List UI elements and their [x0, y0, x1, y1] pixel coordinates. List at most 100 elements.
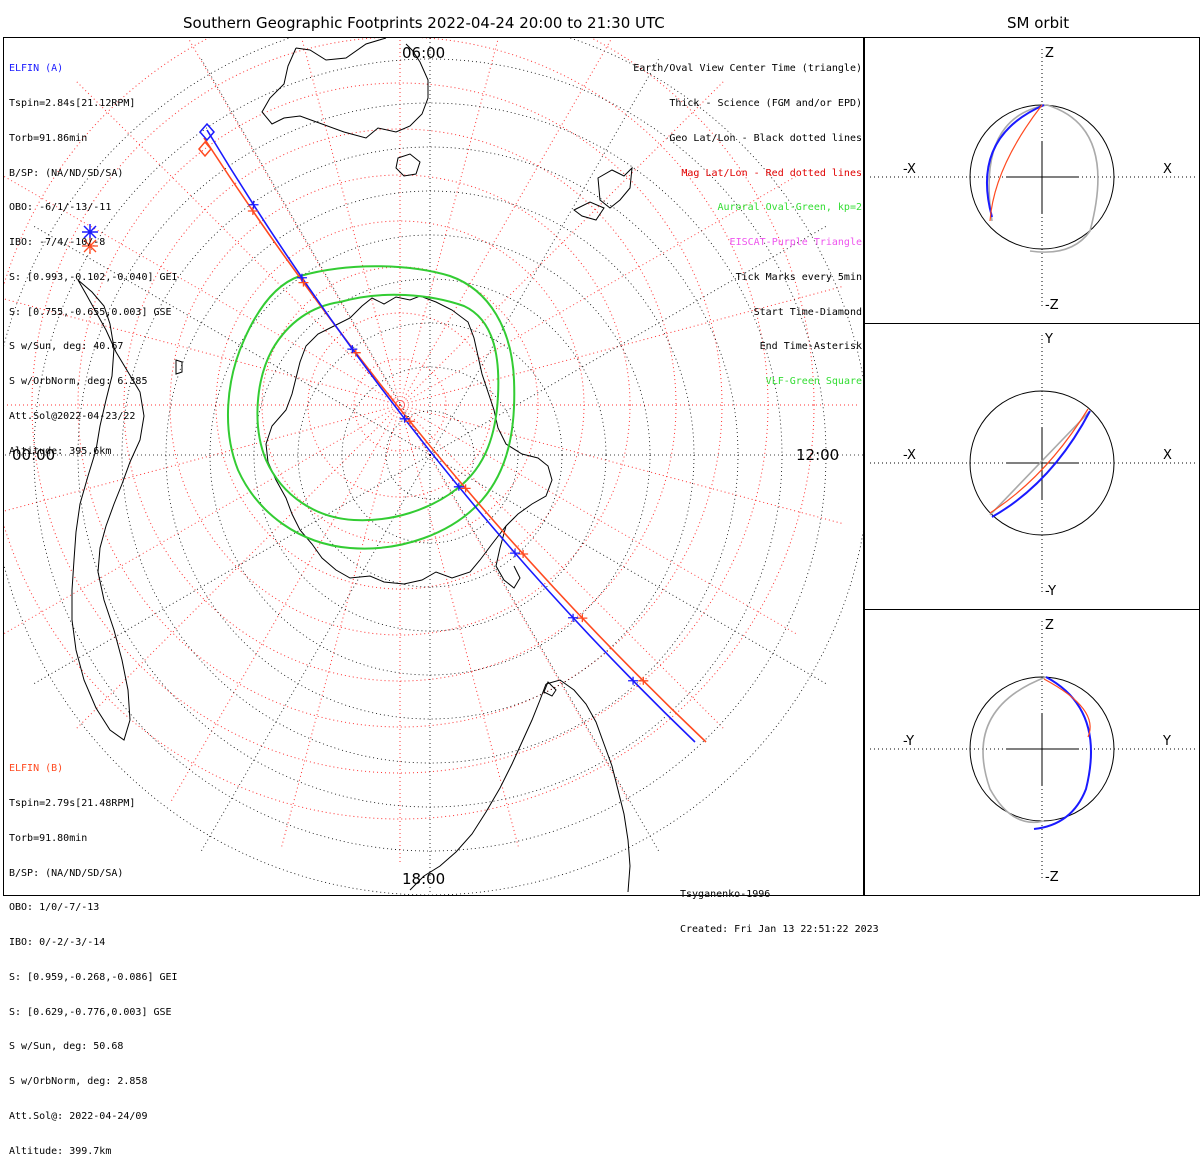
- legend: Earth/Oval View Center Time (triangle) T…: [633, 40, 862, 399]
- elfin-a-tick-mark: [399, 414, 410, 423]
- elfin-a-tick-mark: [510, 549, 520, 558]
- antarctic-peninsula: [495, 525, 521, 589]
- time-label-left: 00:00: [12, 446, 55, 464]
- sm-axis-label: Z: [1045, 46, 1054, 61]
- legend-item: Thick - Science (FGM and/or EPD): [669, 97, 862, 109]
- legend-item: End Time-Asterisk: [759, 341, 862, 353]
- elfin-b-tick-mark: [247, 207, 258, 216]
- elfin-a-tick-mark: [628, 676, 639, 685]
- info-line: IBO: -7/4/-10/-8: [9, 237, 106, 249]
- mag-lon-line: [301, 38, 401, 406]
- elfin-a-tick-mark: [248, 200, 259, 209]
- elfin-b-tick-mark: [577, 614, 588, 623]
- orbit-elfin-a: [991, 410, 1091, 518]
- mag-lon-line: [399, 38, 613, 406]
- mag-lat-circle: [353, 358, 447, 452]
- legend-item: Auroral Oval-Green, kp=2: [717, 202, 863, 214]
- mag-lon-line: [399, 404, 726, 731]
- mag-lon-line: [399, 174, 799, 406]
- info-line: Altitude: 395.6km: [9, 445, 112, 457]
- info-line: Torb=91.86min: [9, 132, 88, 144]
- mag-lon-line: [399, 79, 726, 406]
- sm-axis-label: -X: [903, 448, 916, 463]
- mag-lon-line: [399, 38, 499, 406]
- mag-lat-circle: [169, 174, 631, 636]
- info-line: B/SP: (NA/ND/SD/SA): [9, 167, 124, 179]
- orbit-gray: [982, 676, 1047, 823]
- legend-item: Tick Marks every 5min: [735, 271, 862, 283]
- elfin-b-start-diamond: [198, 140, 212, 158]
- mag-lon-line: [169, 404, 401, 804]
- sm-axis-label: -Y: [1045, 584, 1056, 599]
- legend-item: Earth/Oval View Center Time (triangle): [633, 63, 862, 75]
- falklands-coast: [543, 681, 557, 697]
- orbit-gray: [989, 410, 1091, 516]
- geo-lon-line: [429, 56, 661, 456]
- info-line: S: [0.629,-0.776,0.003] GSE: [9, 1006, 172, 1018]
- info-line: S: [0.755,-0.655,0.003] GSE: [9, 306, 172, 318]
- elfin-a-tick-mark: [453, 482, 464, 491]
- elfin-b-track: [203, 137, 707, 743]
- elfin-a-name: ELFIN (A): [9, 63, 64, 75]
- legend-item: EISCAT-Purple Triangle: [729, 237, 862, 249]
- elfin-b-tick-mark: [404, 417, 415, 426]
- new-zealand-north: [597, 166, 633, 209]
- sm-axis-label: -Z: [1045, 298, 1059, 313]
- info-line: B/SP: (NA/ND/SD/SA): [9, 867, 124, 879]
- mag-lat-circle: [77, 82, 723, 728]
- geo-lon-line: [31, 224, 431, 456]
- info-line: OBO: 1/0/-7/-13: [9, 902, 100, 914]
- geo-lon-line: [31, 454, 431, 686]
- mag-lon-line: [74, 404, 401, 731]
- sm-orbit-title: SM orbit: [1007, 14, 1070, 32]
- mag-lon-line: [280, 404, 401, 850]
- info-line: IBO: 0/-2/-3/-14: [9, 937, 106, 949]
- mag-lon-line: [74, 79, 401, 406]
- info-line: Tspin=2.84s[21.12RPM]: [9, 97, 136, 109]
- legend-item: VLF-Green Square: [765, 376, 862, 388]
- orbit-gray: [988, 104, 1099, 253]
- australia-coast: [261, 38, 429, 139]
- info-line: Tspin=2.79s[21.48RPM]: [9, 797, 136, 809]
- coastlines: [71, 38, 633, 893]
- time-label-right: 12:00: [796, 446, 839, 464]
- geo-lon-line: [429, 454, 829, 686]
- info-line: S w/OrbNorm, deg: 6.385: [9, 376, 148, 388]
- mag-lat-circle: [4, 38, 815, 820]
- mag-lon-line: [399, 404, 520, 850]
- elfin-b-tick-mark: [638, 676, 649, 685]
- elfin-b-end-asterisk: [82, 238, 98, 254]
- mag-lon-line: [399, 285, 845, 406]
- sm-axis-label: X: [1163, 448, 1172, 463]
- mag-lon-line: [4, 175, 401, 406]
- created-timestamp: Created: Fri Jan 13 22:51:22 2023: [680, 923, 879, 935]
- earth-circle: [969, 390, 1115, 536]
- geo-lon-line: [429, 454, 661, 854]
- orbit-elfin-b: [989, 408, 1089, 514]
- info-line: Att.Sol@: 2022-04-24/09: [9, 1111, 148, 1122]
- sm-axis-label: Y: [1044, 332, 1053, 347]
- info-line: S w/OrbNorm, deg: 2.858: [9, 1076, 148, 1088]
- orbit-elfin-a: [1033, 676, 1092, 830]
- geo-lon-line: [199, 56, 431, 456]
- mag-lon-line: [399, 404, 799, 636]
- elfin-a-track: [206, 129, 696, 743]
- mag-lon-line: [4, 298, 401, 406]
- geo-latlon-grid: [4, 38, 863, 895]
- sm-axis-label: -Z: [1045, 870, 1059, 885]
- elfin-b-tick-mark: [298, 278, 309, 287]
- madagascar-coast: [175, 359, 183, 375]
- info-line: S: [0.959,-0.268,-0.086] GEI: [9, 971, 178, 983]
- mag-latlon-grid: [4, 38, 860, 865]
- mag-lon-line: [187, 38, 401, 406]
- info-line: S w/Sun, deg: 40.67: [9, 341, 124, 353]
- elfin-b-tick-mark: [518, 550, 529, 558]
- elfin-a-start-diamond: [199, 122, 215, 142]
- time-label-bottom: 18:00: [402, 870, 445, 888]
- geo-lon-line: [199, 454, 431, 854]
- model-name: Tsyganenko-1996: [680, 889, 771, 901]
- elfin-a-info: ELFIN (A) Tspin=2.84s[21.12RPM] Torb=91.…: [9, 40, 178, 469]
- credits: Tsyganenko-1996 Created: Fri Jan 13 22:5…: [680, 866, 879, 947]
- map-title: Southern Geographic Footprints 2022-04-2…: [183, 14, 665, 32]
- orbit-elfin-b: [989, 104, 1043, 222]
